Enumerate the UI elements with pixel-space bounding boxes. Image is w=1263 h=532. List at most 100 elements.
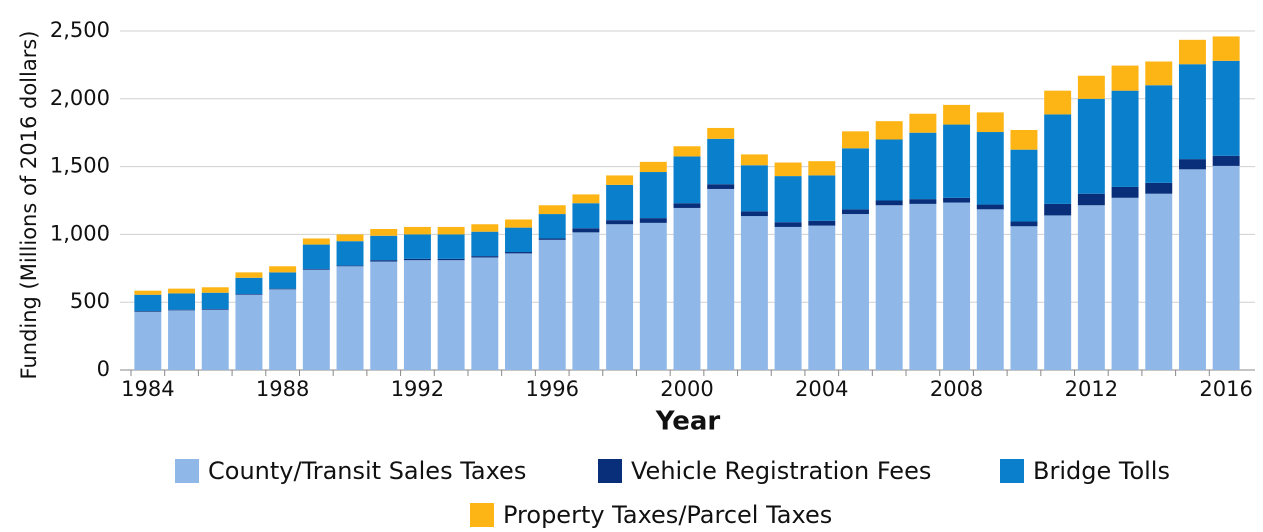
bar-segment (943, 124, 971, 198)
x-tick-label: 2004 (795, 377, 848, 401)
bar-segment (403, 226, 431, 235)
bar-segment (201, 287, 229, 293)
bar-segment (1111, 90, 1139, 187)
bar-segment (403, 258, 431, 261)
bar-segment (1212, 36, 1240, 61)
bar-segment (1010, 129, 1038, 150)
bar-segment (707, 138, 735, 185)
bar-segment (168, 309, 196, 311)
bar-segment (673, 146, 701, 157)
bar-segment (673, 203, 701, 208)
bar-segment (403, 234, 431, 259)
bar-segment (437, 234, 465, 259)
bar-segment (269, 272, 297, 289)
bar-segment (774, 222, 802, 227)
bar-segment (875, 121, 903, 140)
bar-segment (269, 288, 297, 290)
bar-segment (606, 184, 634, 221)
bar-segment (572, 232, 600, 370)
bar-segment (1145, 193, 1173, 370)
bar-segment (1077, 193, 1105, 206)
bar-segment (134, 311, 162, 312)
bar-segment (774, 162, 802, 177)
y-tick-label: 2,000 (50, 86, 110, 110)
bar-segment (1010, 226, 1038, 370)
bar-segment (740, 216, 768, 370)
bar-segment (606, 220, 634, 225)
bar-segment (875, 200, 903, 206)
bar-segment (572, 228, 600, 233)
bar-segment (134, 290, 162, 295)
x-tick-label: 1984 (121, 377, 174, 401)
bar-segment (168, 310, 196, 370)
bar-segment (302, 269, 330, 370)
bar-segment (572, 203, 600, 229)
bar-segment (1178, 64, 1206, 160)
bar-segment (943, 202, 971, 370)
bar-segment (505, 252, 532, 254)
x-tick-label: 1996 (525, 377, 578, 401)
x-tick-label: 1992 (391, 377, 444, 401)
bar-segment (437, 258, 465, 261)
bar-segment (1044, 203, 1072, 216)
bar-segment (437, 260, 465, 370)
bar-segment (336, 241, 364, 266)
bar-segment (235, 277, 263, 295)
bar-segment (1111, 65, 1139, 91)
bar-segment (1077, 205, 1105, 370)
bar-segment (639, 172, 667, 219)
bar-segment (1044, 215, 1072, 370)
bar-segment (538, 239, 566, 370)
bar-segment (471, 224, 499, 232)
bar-segment (168, 288, 196, 294)
bar-segment (1212, 60, 1240, 156)
legend-swatch (1000, 459, 1024, 483)
bar-segment (909, 203, 937, 370)
bar-segment (538, 238, 566, 240)
bar-segment (302, 268, 330, 270)
bar-segment (808, 175, 836, 221)
bar-segment (370, 228, 398, 236)
bar-segment (505, 219, 532, 228)
legend-label: Property Taxes/Parcel Taxes (503, 501, 832, 529)
bar-segment (707, 127, 735, 139)
bar-segment (842, 148, 869, 210)
bar-segment (976, 204, 1004, 210)
bar-segment (336, 266, 364, 370)
bar-segment (370, 261, 398, 370)
bar-segment (943, 197, 971, 203)
bar-segment (269, 289, 297, 370)
bar-segment (370, 260, 398, 262)
bar-segment (639, 222, 667, 370)
bar-segment (1178, 159, 1206, 170)
bar-segment (842, 214, 869, 370)
bar-segment (639, 161, 667, 173)
bar-segment (370, 235, 398, 261)
bar-segment (875, 139, 903, 201)
bar-segment (1145, 85, 1173, 183)
bar-segment (471, 231, 499, 257)
x-tick-label: 1988 (256, 377, 309, 401)
bar-segment (808, 225, 836, 370)
bar-segment (336, 265, 364, 267)
bar-segment (1044, 90, 1072, 115)
bar-segment (538, 205, 566, 215)
y-axis-label: Funding (Millions of 2016 dollars) (17, 31, 41, 380)
bar-segment (1111, 197, 1139, 370)
bar-segment (302, 238, 330, 245)
bar-segment (1077, 75, 1105, 99)
y-tick-label: 500 (70, 289, 110, 313)
bar-segment (471, 256, 499, 258)
bar-segment (437, 226, 465, 235)
bar-segment (1010, 149, 1038, 222)
bar-segment (1145, 182, 1173, 194)
bar-segment (235, 272, 263, 278)
bar-segment (134, 294, 162, 312)
y-tick-label: 2,500 (50, 18, 110, 42)
bar-segment (943, 104, 971, 125)
bar-segment (302, 244, 330, 269)
bar-segment (976, 209, 1004, 370)
bar-segment (1212, 155, 1240, 166)
legend-swatch (470, 503, 494, 527)
